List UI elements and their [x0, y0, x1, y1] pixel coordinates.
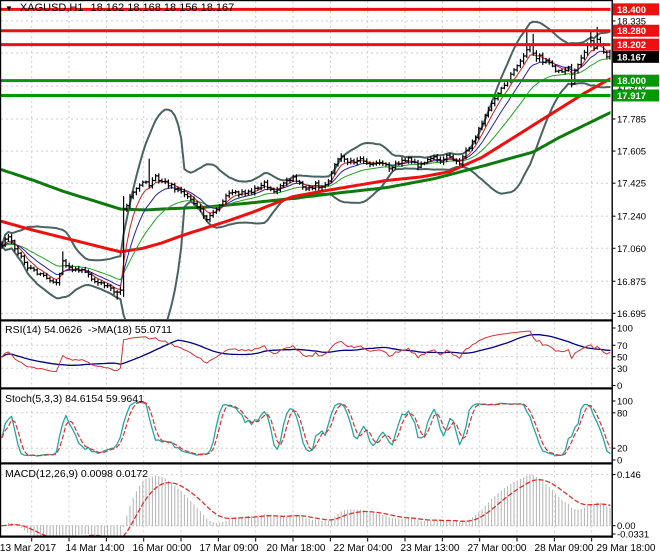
panel-separator	[0, 462, 613, 465]
badge-text: 18.202	[617, 40, 646, 51]
support-resistance-lines[interactable]	[1, 7, 611, 97]
time-label: 28 Mar 09:00	[535, 543, 594, 554]
time-label: 22 Mar 04:00	[334, 543, 393, 554]
price-tick-label: 17.785	[617, 115, 646, 126]
rsi-ma-line	[1, 334, 611, 366]
frame-left	[0, 0, 2, 538]
ma-green-slow-line	[1, 111, 611, 212]
time-label: 16 Mar 00:00	[133, 543, 192, 554]
price-tick-label: 17.605	[617, 147, 646, 158]
ema-red-line	[1, 45, 611, 290]
ohlc-bars	[1, 26, 611, 300]
rsi-scale-label: 30	[617, 364, 628, 375]
price-axis-badge: 18.202	[613, 38, 659, 51]
badge-text: 18.167	[617, 52, 646, 63]
stoch-k-line	[1, 401, 611, 457]
time-label: 23 Mar 13:00	[401, 543, 460, 554]
panel-separator	[0, 535, 613, 538]
badge-text: 18.000	[617, 76, 646, 87]
fast-moving-averages	[1, 45, 611, 290]
price-axis-badge: 18.167	[613, 50, 659, 63]
stoch-scale-label: 100	[617, 397, 633, 408]
macd-indicator-label: MACD(12,26,9) 0.0098 0.0172	[5, 468, 149, 480]
price-axis-badge: 18.400	[613, 3, 659, 16]
badge-text: 18.400	[617, 5, 646, 16]
macd-scale-label: 0.00	[617, 521, 636, 532]
symbol-period-label: XAGUSD,H1	[19, 2, 84, 14]
slow-moving-averages	[1, 77, 611, 254]
stoch-scale-label: 80	[617, 408, 628, 419]
panel-frame	[0, 0, 613, 538]
badge-text: 17.917	[617, 91, 646, 102]
rsi-panel[interactable]	[1, 322, 611, 388]
bollinger-upper-line	[1, 20, 611, 262]
stochastic-panel[interactable]	[1, 390, 611, 463]
macd-scale-label: -0.0331	[617, 530, 649, 541]
rsi-scale-label: 70	[617, 341, 628, 352]
rsi-line	[1, 330, 611, 372]
badge-text: 18.280	[617, 26, 646, 37]
price-axis-badge: 18.280	[613, 24, 659, 37]
price-tick-label-hidden: 17.970	[617, 82, 646, 93]
badge-rect	[613, 3, 659, 16]
rsi-scale-label: 100	[617, 324, 633, 335]
price-tick-label: 16.875	[617, 277, 646, 288]
ma-red-slow-line	[1, 77, 611, 254]
collapse-triangle-icon[interactable]: ▼	[5, 3, 13, 13]
price-tick-label: 18.335	[617, 16, 646, 27]
main-grid	[1, 1, 611, 319]
panel-separator	[0, 319, 613, 322]
frame-right	[611, 0, 613, 538]
time-label: 27 Mar 00:00	[468, 543, 527, 554]
chart-header: ▼ XAGUSD,H1 18.162 18.168 18.156 18.167	[5, 2, 234, 14]
time-label: 20 Mar 18:00	[267, 543, 326, 554]
stoch-d-line	[1, 401, 611, 457]
price-tick-label: 16.695	[617, 309, 646, 320]
rsi-scale-label: 0	[617, 381, 622, 392]
rsi-indicator-label: RSI(14) 54.0626 ->MA(18) 55.0711	[5, 324, 173, 336]
time-label: 13 Mar 2017	[0, 543, 57, 554]
rsi-scale-label: 50	[617, 352, 628, 363]
badge-rect	[613, 38, 659, 51]
price-tick-label: 17.060	[617, 244, 646, 255]
price-tick-label: 17.240	[617, 212, 646, 223]
price-bars	[1, 26, 611, 300]
stoch-scale-label: 20	[617, 444, 628, 455]
ohlc-quotes-label: 18.162 18.168 18.156 18.167	[90, 2, 235, 14]
panel-separator	[0, 387, 613, 390]
price-axis-badge: 18.000	[613, 74, 659, 87]
time-axis[interactable]: 13 Mar 2017 14 Mar 14:00 16 Mar 00:00 17 Ma…	[0, 538, 656, 554]
time-label: 17 Mar 09:00	[200, 543, 259, 554]
badge-rect	[613, 24, 659, 37]
macd-scale-label: 0.146	[617, 470, 641, 481]
badge-rect	[613, 89, 659, 102]
bollinger-lower-line	[1, 82, 611, 319]
frame-top	[0, 0, 613, 2]
stochastic-indicator-label: Stoch(5,3,3) 84.6154 59.9641	[5, 393, 144, 405]
stoch-scale-label: 0	[617, 456, 622, 467]
badge-rect	[613, 74, 659, 87]
price-axis-badge: 17.917	[613, 89, 659, 102]
price-tick-label: 17.425	[617, 179, 646, 190]
macd-histogram	[1, 474, 611, 536]
price-axis[interactable]: 18.335 17.785 17.605 17.425 17.240 17.060 16.8…	[611, 3, 660, 541]
macd-signal-line	[1, 479, 611, 536]
macd-panel[interactable]	[1, 465, 611, 545]
time-label: 14 Mar 14:00	[66, 543, 125, 554]
badge-rect	[613, 50, 659, 63]
time-label: 29 Mar 18:00	[597, 543, 656, 554]
